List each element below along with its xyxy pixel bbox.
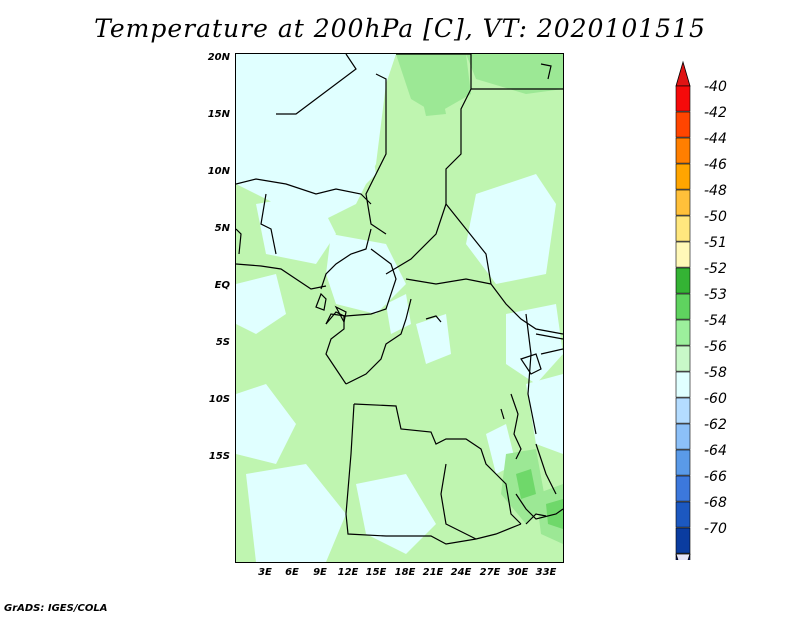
- colorbar-swatch: [675, 267, 691, 294]
- temperature-map: [236, 54, 563, 562]
- colorbar-swatch: [675, 111, 691, 138]
- colorbar-label: -50: [704, 209, 727, 225]
- colorbar-swatch: [675, 371, 691, 398]
- colorbar-swatch: [675, 527, 691, 554]
- colorbar-swatch: [675, 137, 691, 164]
- lon-label: 3E: [258, 567, 272, 578]
- colorbar-label: -44: [704, 131, 727, 147]
- map-panel: [235, 53, 564, 563]
- colorbar-label: -46: [704, 157, 727, 173]
- colorbar: [675, 60, 691, 560]
- colorbar-label: -68: [704, 495, 727, 511]
- colorbar-swatch: [675, 163, 691, 190]
- lon-label: 30E: [507, 567, 529, 578]
- map-title: Temperature at 200hPa [C], VT: 202010151…: [94, 14, 706, 43]
- lat-label: 15N: [207, 109, 230, 120]
- colorbar-swatch: [675, 215, 691, 242]
- colorbar-swatch: [675, 449, 691, 476]
- country-borders: [236, 54, 563, 545]
- footer-credit: GrADS: IGES/COLA: [4, 603, 108, 614]
- colorbar-label: -56: [704, 339, 727, 355]
- colorbar-label: -66: [704, 469, 727, 485]
- colorbar-swatch: [675, 501, 691, 528]
- lon-label: 9E: [313, 567, 327, 578]
- colorbar-top-arrow: [675, 60, 691, 87]
- lon-label: 33E: [535, 567, 557, 578]
- colorbar-label: -52: [704, 261, 727, 277]
- colorbar-swatch: [675, 189, 691, 216]
- colorbar-label: -51: [704, 235, 727, 251]
- lat-label: 20N: [207, 52, 230, 63]
- lon-label: 18E: [394, 567, 416, 578]
- colorbar-swatch: [675, 475, 691, 502]
- colorbar-swatch: [675, 319, 691, 346]
- colorbar-swatch: [675, 423, 691, 450]
- lon-label: 15E: [365, 567, 387, 578]
- colorbar-bottom-arrow: [675, 553, 691, 560]
- lat-label: 10S: [208, 394, 230, 405]
- lon-label: 24E: [450, 567, 472, 578]
- lon-label: 6E: [285, 567, 299, 578]
- colorbar-swatch: [675, 345, 691, 372]
- lon-label: 27E: [479, 567, 501, 578]
- colorbar-swatch: [675, 85, 691, 112]
- colorbar-label: -40: [704, 79, 727, 95]
- lat-label: 5N: [214, 223, 230, 234]
- colorbar-swatch: [675, 241, 691, 268]
- colorbar-label: -54: [704, 313, 727, 329]
- colorbar-swatch: [675, 397, 691, 424]
- colorbar-swatch: [675, 293, 691, 320]
- colorbar-label: -58: [704, 365, 727, 381]
- colorbar-label: -70: [704, 521, 727, 537]
- colorbar-label: -64: [704, 443, 727, 459]
- lat-label: 5S: [215, 337, 230, 348]
- lat-label: 10N: [207, 166, 230, 177]
- colorbar-label: -42: [704, 105, 727, 121]
- lat-label: 15S: [208, 451, 230, 462]
- colorbar-label: -62: [704, 417, 727, 433]
- colorbar-label: -60: [704, 391, 727, 407]
- lon-label: 12E: [337, 567, 359, 578]
- lat-label: EQ: [214, 280, 230, 291]
- colorbar-label: -48: [704, 183, 727, 199]
- lon-label: 21E: [422, 567, 444, 578]
- colorbar-label: -53: [704, 287, 727, 303]
